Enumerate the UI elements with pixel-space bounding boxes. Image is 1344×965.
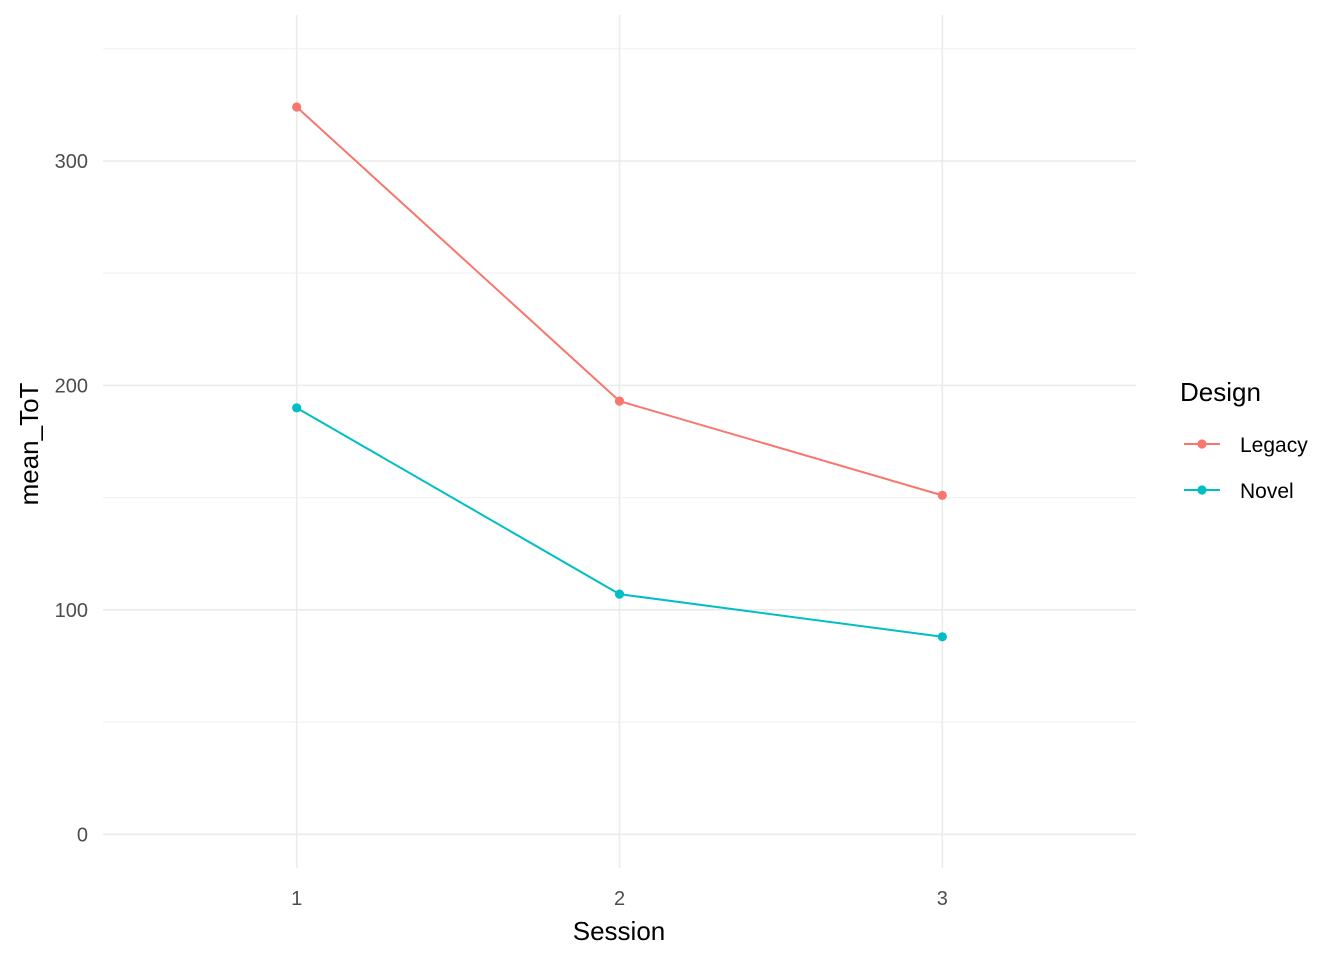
legend-label-novel: Novel <box>1240 480 1294 503</box>
x-tick-label: 3 <box>937 888 948 910</box>
legend-key-point-legacy <box>1197 439 1207 449</box>
legend-title: Design <box>1180 377 1261 407</box>
x-tick-label: 2 <box>614 888 625 910</box>
x-axis-title: Session <box>573 916 666 946</box>
data-series <box>292 102 947 642</box>
data-point-legacy <box>614 396 625 406</box>
data-point-legacy <box>292 102 302 112</box>
y-tick-label: 300 <box>55 151 88 173</box>
x-tick-label: 1 <box>291 888 302 910</box>
axes: Session mean_ToT 0 100 200 300 1 2 3 <box>14 151 948 946</box>
legend-items: Legacy Novel <box>1184 434 1308 503</box>
y-axis-title: mean_ToT <box>14 382 44 505</box>
y-tick-label: 0 <box>77 824 88 846</box>
y-tick-label: 200 <box>55 375 88 397</box>
legend-label-legacy: Legacy <box>1240 434 1308 457</box>
grid-lines <box>103 15 1136 868</box>
data-point-novel <box>614 589 625 599</box>
data-point-novel <box>292 403 302 413</box>
legend: Design Legacy Novel <box>1180 377 1308 503</box>
data-point-novel <box>937 632 947 642</box>
y-tick-label: 100 <box>55 600 88 622</box>
legend-key-point-novel <box>1197 485 1207 495</box>
data-point-legacy <box>937 490 947 500</box>
